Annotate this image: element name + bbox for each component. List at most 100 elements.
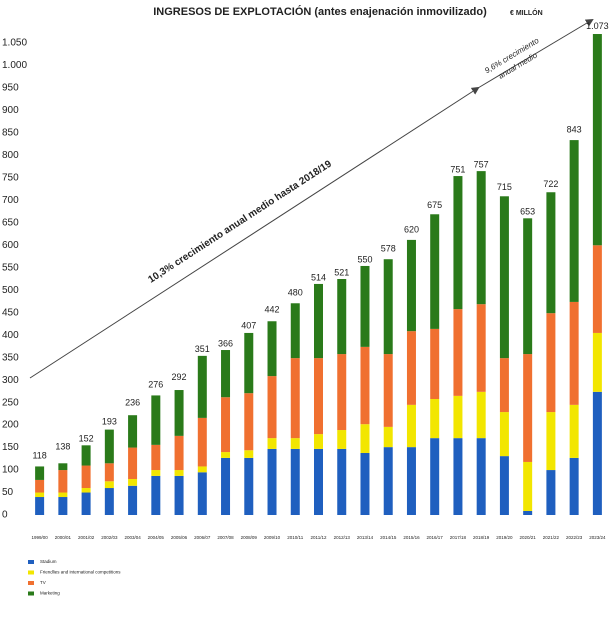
bar-segment [197, 417, 207, 467]
x-tick-label: 2022/23 [566, 535, 583, 540]
x-tick-label: 2020/21 [520, 535, 537, 540]
y-tick-label: 300 [2, 375, 19, 386]
legend-swatch [28, 560, 34, 564]
bar-segment [523, 510, 533, 515]
x-tick-label: 2016/17 [427, 535, 444, 540]
bar-segment [221, 397, 231, 453]
total-label: 292 [172, 372, 187, 382]
total-label: 843 [567, 124, 582, 134]
bar-segment [592, 332, 602, 392]
total-label: 152 [79, 434, 94, 444]
bar-segment [244, 393, 254, 451]
bar-segment [35, 479, 45, 493]
x-tick-label: 2017/18 [450, 535, 467, 540]
bar-segment [81, 445, 91, 466]
bar-segment [499, 196, 509, 359]
y-tick-label: 50 [2, 487, 14, 498]
y-tick-label: 1.000 [2, 60, 27, 71]
bar-segment [383, 259, 393, 355]
total-label: 715 [497, 182, 512, 192]
bar-segment [406, 404, 416, 448]
y-tick-label: 700 [2, 195, 19, 206]
y-tick-label: 400 [2, 330, 19, 341]
x-tick-label: 2018/19 [473, 535, 490, 540]
bar-segment [104, 481, 114, 489]
bar-segment [314, 434, 323, 449]
bar-segment [35, 466, 45, 480]
total-label: 578 [381, 244, 396, 254]
bar-segment [430, 328, 440, 400]
bar-segment [592, 245, 602, 333]
bar-segment [453, 395, 463, 439]
bar-segment [58, 492, 68, 498]
bar-segment [546, 192, 556, 314]
total-label: 138 [55, 441, 70, 451]
total-label: 193 [102, 417, 117, 427]
bar-segment [569, 140, 579, 302]
total-label: 514 [311, 272, 326, 282]
x-tick-label: 2019/20 [496, 535, 513, 540]
legend-swatch [28, 581, 34, 585]
total-label: 1.073 [586, 21, 609, 31]
bar-segment [546, 412, 556, 471]
bar-segment [244, 457, 254, 515]
bar-segment [383, 354, 393, 427]
bar-segment [267, 438, 277, 449]
bar-segment [476, 171, 486, 305]
growth-arrow [477, 18, 594, 89]
bar-segment [104, 463, 114, 482]
y-tick-label: 200 [2, 420, 19, 431]
bar-segment [337, 430, 347, 449]
total-label: 480 [288, 288, 303, 298]
x-tick-label: 2007/08 [217, 535, 234, 540]
bar-segment [314, 358, 323, 435]
bar-segment [546, 470, 556, 515]
bar-segment [197, 472, 207, 515]
x-tick-label: 2012/13 [334, 535, 351, 540]
bar-segment [499, 412, 509, 457]
bar-segment [174, 390, 184, 436]
bar-segment [383, 447, 393, 515]
legend-label: Friendlies and international competition… [40, 570, 121, 575]
bar-segment [221, 457, 231, 515]
bar-segment [128, 479, 138, 486]
x-tick-label: 2021/22 [543, 535, 560, 540]
bar-segment [267, 376, 277, 439]
bar-segment [499, 456, 509, 515]
bar-segment [128, 415, 138, 448]
legend-swatch [28, 570, 34, 575]
total-label: 407 [241, 320, 256, 330]
bar-segment [453, 176, 463, 310]
y-tick-label: 150 [2, 442, 19, 453]
bar-segment [546, 313, 556, 413]
bar-segment [290, 448, 300, 515]
y-tick-label: 850 [2, 128, 19, 139]
legend-swatch [28, 591, 34, 596]
x-tick-label: 2008/09 [241, 535, 258, 540]
x-tick-label: 2003/04 [124, 535, 141, 540]
x-tick-label: 2005/06 [171, 535, 188, 540]
total-label: 442 [265, 305, 280, 315]
bar-segment [81, 465, 91, 489]
bar-segment [383, 426, 393, 448]
x-tick-label: 2015/16 [403, 535, 420, 540]
total-label: 236 [125, 397, 140, 407]
bar-segment [35, 492, 45, 498]
total-label: 751 [450, 164, 465, 174]
bar-segment [267, 321, 277, 377]
x-tick-label: 2000/01 [55, 535, 72, 540]
y-tick-label: 750 [2, 173, 19, 184]
bar-segment [151, 395, 161, 445]
growth-arrow [29, 86, 480, 379]
x-tick-label: 2009/10 [264, 535, 281, 540]
bar-segment [453, 438, 463, 515]
x-tick-label: 1999/00 [31, 535, 48, 540]
x-tick-label: 2014/15 [380, 535, 397, 540]
bar-segment [221, 350, 231, 398]
bar-segment [337, 279, 347, 355]
bar-segment [592, 391, 602, 515]
unit-label: € MILLÓN [510, 8, 543, 17]
total-label: 366 [218, 338, 233, 348]
bar-segment [523, 461, 533, 511]
bar-segment [360, 452, 370, 515]
